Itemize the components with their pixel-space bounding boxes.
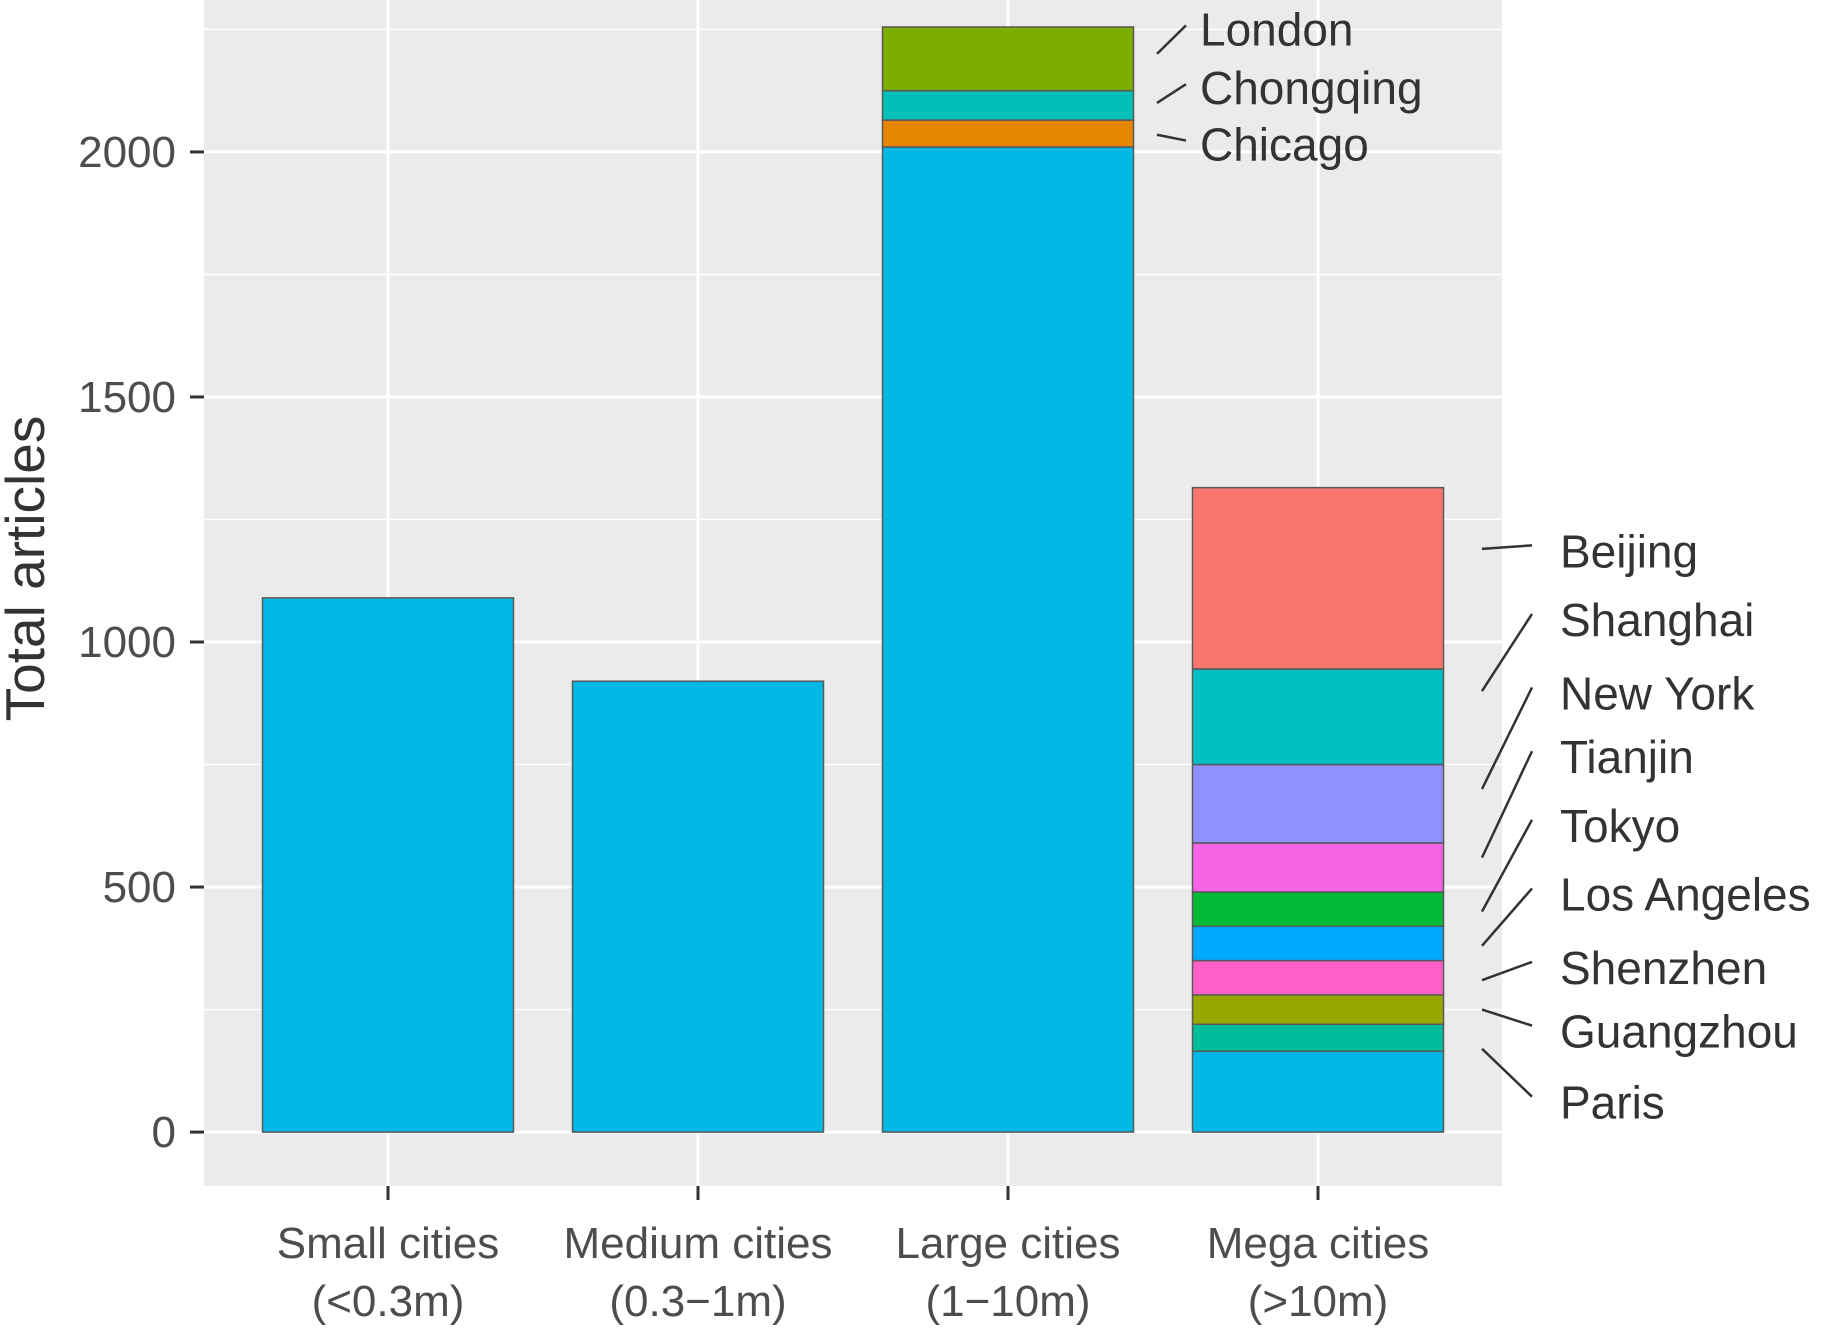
y-tick-label: 0 [152,1108,176,1157]
city-label: New York [1560,667,1755,719]
leader-line [1481,544,1533,551]
x-category-label-line2: (0.3−1m) [609,1277,786,1326]
leader-line [1480,750,1534,859]
leader-line [1481,960,1533,982]
leader-line [1481,1047,1533,1098]
bar-segment [1191,994,1445,1026]
city-label: London [1200,3,1354,55]
bar-segment [881,119,1135,148]
city-label: Beijing [1560,525,1698,577]
x-category-label-line1: Mega cities [1207,1219,1430,1268]
bar-segment [1191,486,1445,670]
bar-segment [1191,842,1445,893]
bar-segment [1191,925,1445,962]
bar-segment [881,89,1135,121]
leader-line [1480,819,1534,913]
x-axis: Small cities (<0.3m) Medium cities (0.3−1m)… [277,1186,1430,1326]
leader-line [1481,887,1533,947]
city-label: Paris [1560,1077,1665,1129]
bar-segment [1191,763,1445,844]
leader-line [1156,133,1187,142]
y-axis: 0 500 1000 1500 2000 [78,128,204,1157]
city-label: Shanghai [1560,594,1754,646]
bar-segment [881,146,1135,1133]
bar-segment [571,680,825,1133]
leader-line [1481,1008,1533,1027]
city-label: Guangzhou [1560,1006,1798,1058]
bar-segment [881,26,1135,92]
y-tick-label: 500 [103,863,176,912]
leader-line [1480,613,1534,692]
bar-segment [1191,959,1445,996]
bars [261,26,1445,1133]
bar-segment [1191,891,1445,928]
city-label: Tianjin [1560,731,1694,783]
bar-segment [1191,1050,1445,1133]
city-label: Tokyo [1560,800,1680,852]
bar-segment [261,597,515,1133]
bar-segment [1191,1023,1445,1052]
leader-line [1156,83,1187,104]
y-tick-label: 1500 [78,373,176,422]
x-category-label-line2: (1−10m) [925,1277,1090,1326]
y-tick-label: 2000 [78,128,176,177]
city-label: Chongqing [1200,62,1423,114]
y-tick-label: 1000 [78,618,176,667]
leader-line [1480,686,1534,790]
bar-segment [1191,668,1445,766]
city-label: Los Angeles [1560,868,1811,920]
city-label: Chicago [1200,119,1369,171]
x-category-label-line2: (>10m) [1248,1277,1389,1326]
x-category-label-line1: Medium cities [564,1219,833,1268]
x-category-label-line2: (<0.3m) [312,1277,465,1326]
x-category-label-line1: Small cities [277,1219,500,1268]
city-label: Shenzhen [1560,942,1767,994]
y-axis-title: Total articles [0,416,56,722]
x-category-label-line1: Large cities [895,1219,1120,1268]
leader-line [1156,24,1187,55]
